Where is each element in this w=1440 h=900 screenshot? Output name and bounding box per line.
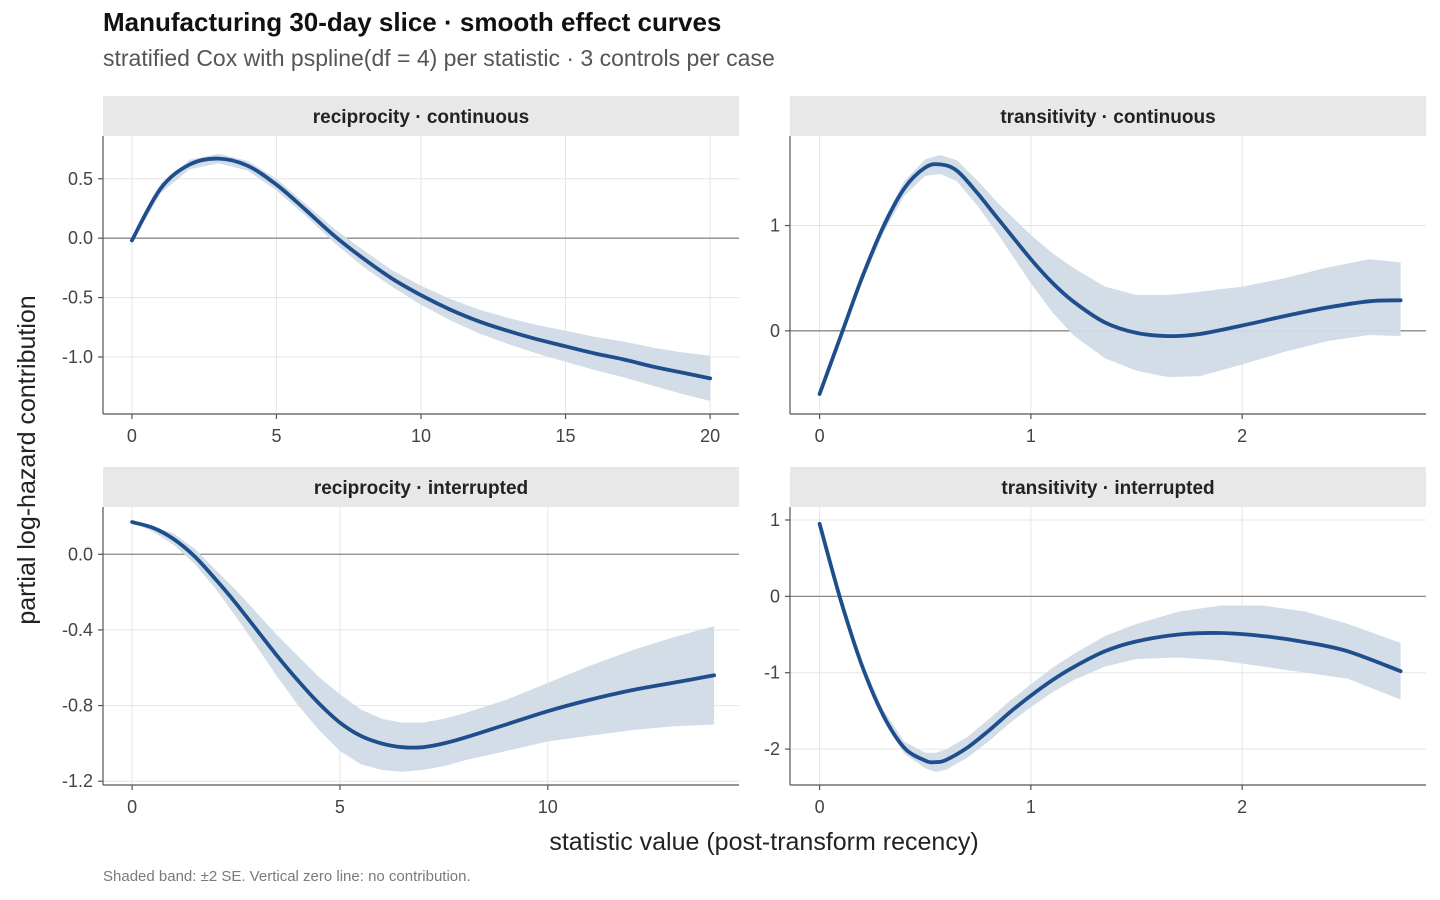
x-tick-label: 0 <box>127 797 137 817</box>
y-tick-label: -2 <box>764 739 780 759</box>
y-tick-label: 0.5 <box>68 169 93 189</box>
x-tick-label: 2 <box>1237 426 1247 446</box>
panel-strip <box>790 467 1426 507</box>
y-tick-label: -1 <box>764 663 780 683</box>
x-tick-label: 5 <box>335 797 345 817</box>
confidence-band <box>132 522 715 772</box>
panel-strip-label: transitivity · interrupted <box>1001 478 1214 499</box>
panel-3: transitivity · interrupted 0 1 2 1 0 -1 -2 <box>764 467 1426 817</box>
x-tick-label: 20 <box>700 426 720 446</box>
x-tick-label: 10 <box>538 797 558 817</box>
effect-curve <box>817 162 1403 396</box>
x-tick-label: 1 <box>1026 426 1036 446</box>
panel-1: transitivity · continuous 0 1 2 1 0 <box>770 96 1426 446</box>
y-tick-label: -0.5 <box>62 288 93 308</box>
confidence-band <box>131 153 711 401</box>
y-tick-label: 0.0 <box>68 228 93 248</box>
x-tick-label: 5 <box>271 426 281 446</box>
y-tick-label: -1.0 <box>62 347 93 367</box>
x-tick-label: 15 <box>556 426 576 446</box>
panel-strip-label: reciprocity · interrupted <box>314 478 528 499</box>
y-tick-label: 1 <box>770 510 780 530</box>
panel-2: reciprocity · interrupted 0 5 10 0.0 -0.4 -0.8… <box>62 467 739 817</box>
confidence-band <box>819 155 1401 394</box>
panel-strip <box>790 96 1426 136</box>
x-tick-label: 0 <box>127 426 137 446</box>
x-tick-label: 0 <box>815 797 825 817</box>
y-tick-label: -0.4 <box>62 620 93 640</box>
x-tick-label: 0 <box>815 426 825 446</box>
x-tick-label: 2 <box>1237 797 1247 817</box>
chart-title: Manufacturing 30-day slice · smooth effe… <box>103 7 722 37</box>
x-tick-label: 1 <box>1026 797 1036 817</box>
chart-caption: Shaded band: ±2 SE. Vertical zero line: … <box>103 868 471 885</box>
x-tick-label: 10 <box>411 426 431 446</box>
panel-strip <box>103 96 739 136</box>
panel-strip-label: transitivity · continuous <box>1000 107 1215 128</box>
y-tick-label: -0.8 <box>62 696 93 716</box>
panel-strip-label: reciprocity · continuous <box>313 107 529 128</box>
panel-0: reciprocity · continuous 0 5 10 15 20 0.5 0.0 -0… <box>62 96 739 446</box>
x-axis-label: statistic value (post-transform recency) <box>549 828 978 856</box>
effect-curve <box>817 521 1403 765</box>
y-axis-label: partial log-hazard contribution <box>13 295 41 624</box>
effect-curve <box>130 520 716 750</box>
y-tick-label: -1.2 <box>62 771 93 791</box>
y-tick-label: 0 <box>770 586 780 606</box>
effect-curve <box>130 156 712 381</box>
y-tick-label: 1 <box>770 216 780 236</box>
y-tick-label: 0.0 <box>68 544 93 564</box>
panel-strip <box>103 467 739 507</box>
y-tick-label: 0 <box>770 321 780 341</box>
chart-subtitle: stratified Cox with pspline(df = 4) per … <box>103 45 775 71</box>
